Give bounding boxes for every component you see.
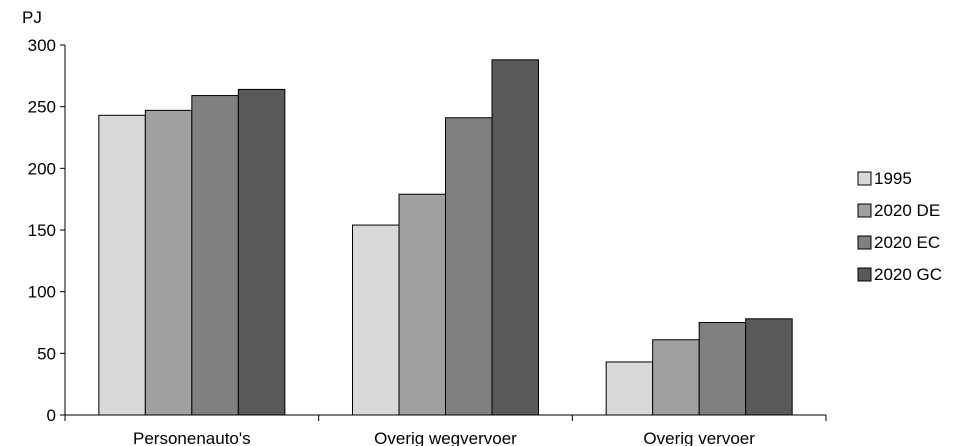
legend-label: 1995 (874, 169, 912, 188)
y-axis-unit-label: PJ (22, 8, 42, 27)
bar (605, 361, 654, 416)
bar (491, 59, 539, 416)
bar (191, 95, 239, 416)
legend-swatch (857, 267, 872, 282)
bar (445, 117, 493, 416)
legend-swatch (857, 203, 872, 218)
bar (745, 318, 793, 416)
bar (398, 193, 446, 416)
y-axis: 0 50 100 150 200 250 300 (28, 36, 66, 425)
x-category-label: Personenauto's (133, 429, 251, 446)
bar (237, 88, 286, 416)
y-tick-label: 0 (47, 406, 56, 425)
legend: 1995 2020 DE 2020 EC 2020 GC (857, 169, 942, 284)
bar (698, 322, 747, 416)
legend-swatch (857, 235, 872, 250)
x-category-label: Overig wegvervoer (374, 429, 517, 446)
bar (98, 114, 146, 416)
y-tick-label: 150 (28, 221, 56, 240)
bar (144, 109, 193, 416)
y-tick-label: 50 (37, 344, 56, 363)
bar (352, 224, 400, 416)
legend-swatch (857, 171, 872, 186)
x-category-label: Overig vervoer (643, 429, 755, 446)
bar (652, 339, 700, 416)
y-tick-label: 250 (28, 98, 56, 117)
legend-label: 2020 EC (874, 233, 940, 252)
y-tick-label: 100 (28, 283, 56, 302)
y-tick-label: 200 (28, 159, 56, 178)
bars-group (98, 59, 793, 416)
legend-label: 2020 DE (874, 201, 940, 220)
x-axis: Personenauto's Overig wegvervoer Overig ve… (64, 414, 827, 446)
y-tick-label: 300 (28, 36, 56, 55)
legend-label: 2020 GC (874, 265, 942, 284)
